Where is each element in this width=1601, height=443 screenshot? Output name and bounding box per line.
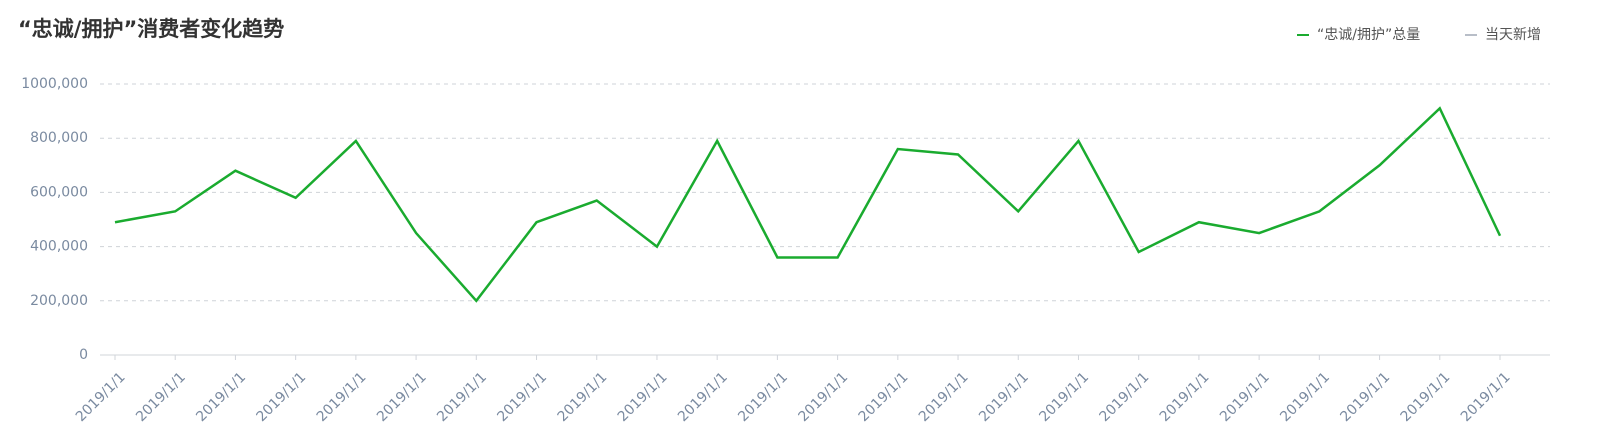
chart-title: “忠诚/拥护”消费者变化趋势 bbox=[18, 17, 284, 41]
x-tick-label: 2019/1/1 bbox=[494, 369, 550, 425]
x-tick-label: 2019/1/1 bbox=[555, 369, 611, 425]
legend-label: 当天新增 bbox=[1485, 27, 1541, 43]
x-tick-label: 2019/1/1 bbox=[976, 369, 1032, 425]
x-tick-label: 2019/1/1 bbox=[254, 369, 310, 425]
x-tick-label: 2019/1/1 bbox=[1217, 369, 1273, 425]
y-tick-label: 200,000 bbox=[30, 293, 88, 309]
x-tick-label: 2019/1/1 bbox=[1036, 369, 1092, 425]
x-tick-label: 2019/1/1 bbox=[193, 369, 249, 425]
x-tick-label: 2019/1/1 bbox=[615, 369, 671, 425]
x-tick-label: 2019/1/1 bbox=[856, 369, 912, 425]
x-tick-label: 2019/1/1 bbox=[675, 369, 731, 425]
x-tick-label: 2019/1/1 bbox=[133, 369, 189, 425]
x-tick-label: 2019/1/1 bbox=[1458, 369, 1514, 425]
x-tick-label: 2019/1/1 bbox=[1398, 369, 1454, 425]
x-tick-label: 2019/1/1 bbox=[1097, 369, 1153, 425]
y-tick-label: 0 bbox=[79, 347, 88, 363]
y-tick-label: 1000,000 bbox=[21, 76, 88, 92]
x-tick-label: 2019/1/1 bbox=[314, 369, 370, 425]
y-tick-label: 800,000 bbox=[30, 130, 88, 146]
y-tick-label: 600,000 bbox=[30, 184, 88, 200]
x-tick-label: 2019/1/1 bbox=[434, 369, 490, 425]
x-tick-label: 2019/1/1 bbox=[916, 369, 972, 425]
legend-label: “忠诚/拥护”总量 bbox=[1317, 27, 1420, 43]
line-series bbox=[114, 106, 1502, 303]
y-tick-label: 400,000 bbox=[30, 239, 88, 255]
x-tick-label: 2019/1/1 bbox=[73, 369, 129, 425]
x-tick-label: 2019/1/1 bbox=[1337, 369, 1393, 425]
x-tick-label: 2019/1/1 bbox=[374, 369, 430, 425]
x-tick-label: 2019/1/1 bbox=[735, 369, 791, 425]
x-tick-label: 2019/1/1 bbox=[1277, 369, 1333, 425]
x-tick-label: 2019/1/1 bbox=[795, 369, 851, 425]
x-tick-label: 2019/1/1 bbox=[1157, 369, 1213, 425]
